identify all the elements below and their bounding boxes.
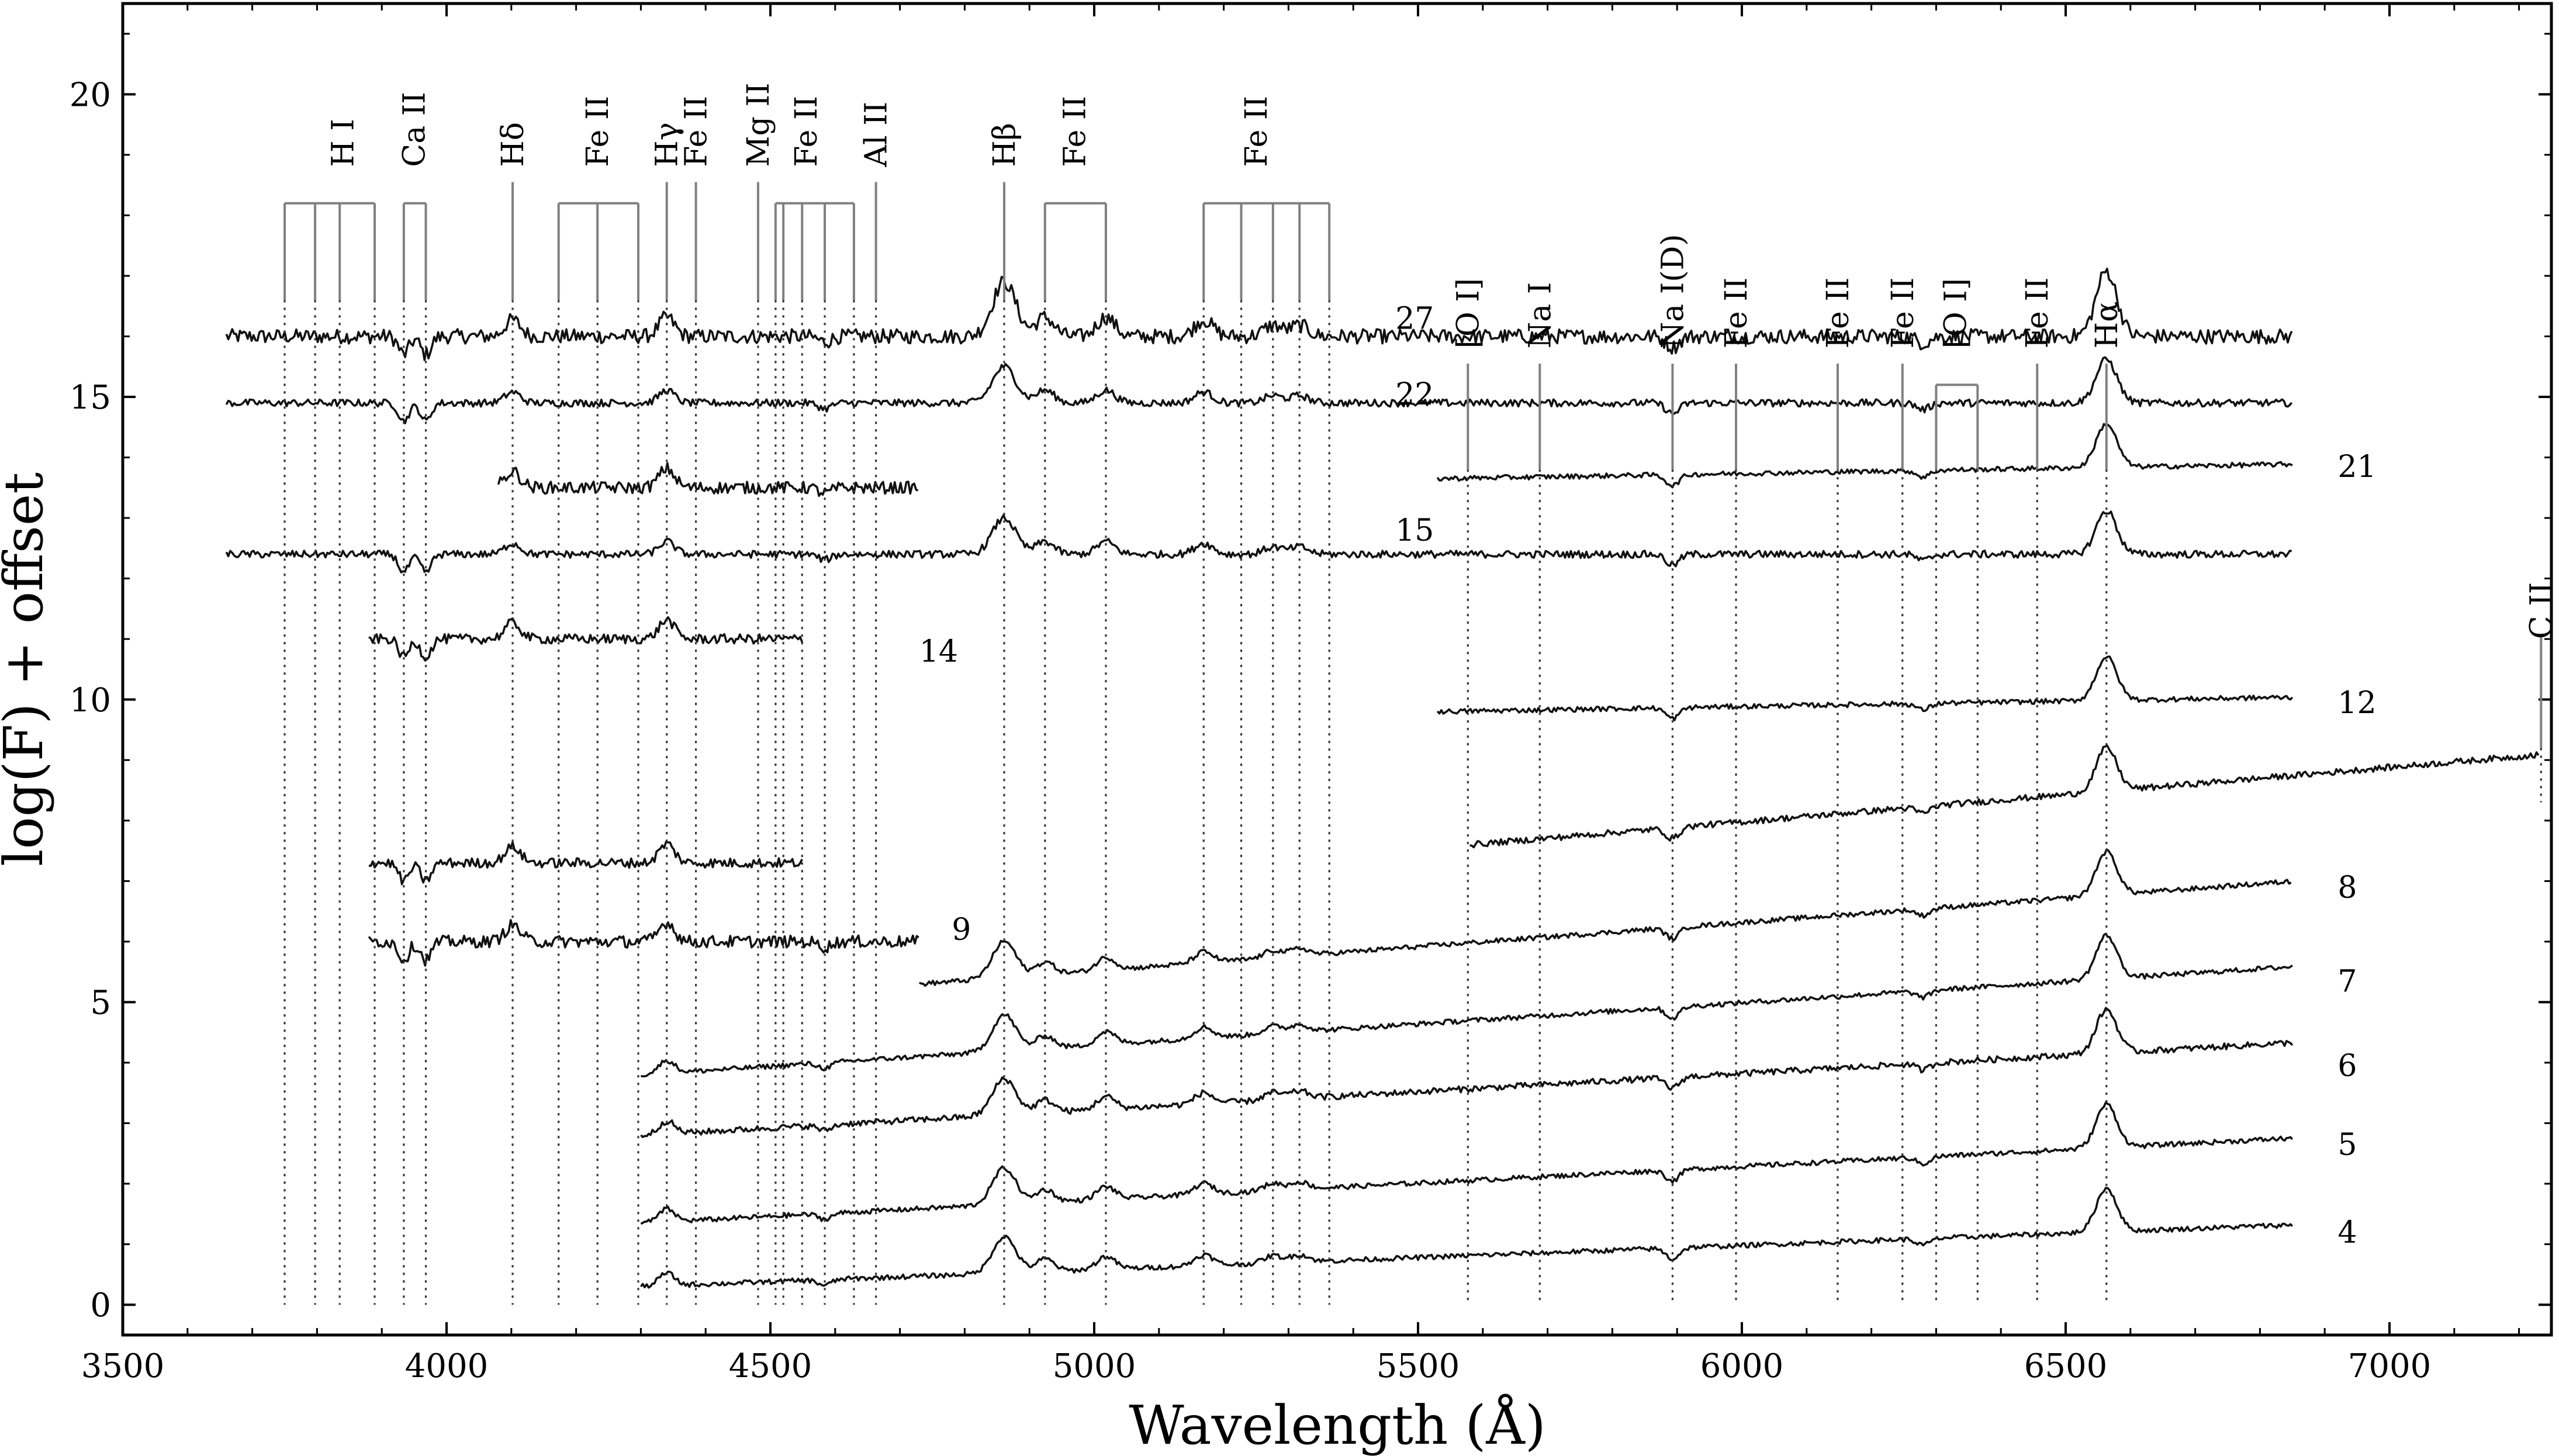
spectrum-4 bbox=[639, 1187, 2294, 1289]
right-line-label-0: C II bbox=[2524, 582, 2559, 639]
top-line-label-8: Al II bbox=[859, 102, 894, 168]
spectrum-label-14: 14 bbox=[919, 634, 958, 669]
spectrum-label-7: 7 bbox=[2337, 964, 2357, 999]
top-line-label-4: Hγ bbox=[650, 122, 685, 167]
spectrum-14 bbox=[368, 616, 803, 662]
top-line-label-10: Fe II bbox=[1058, 96, 1093, 167]
mid-line-label-7: Fe II bbox=[2020, 278, 2055, 349]
top-line-label-1: Ca II bbox=[397, 92, 433, 167]
axis-tick-labels: 3500 4000 4500 5000 5500 6000 6500 7000 0 5 10 15 20 bbox=[70, 76, 2432, 1385]
spectrum-15 bbox=[225, 510, 2292, 573]
y-axis-label: log(F) + offset bbox=[0, 472, 55, 866]
x-axis-label: Wavelength (Å) bbox=[1129, 1393, 1546, 1456]
y-tick-label-20: 20 bbox=[70, 76, 111, 114]
mid-line-label-1: Na I bbox=[1523, 282, 1558, 349]
top-line-label-9: Hβ bbox=[987, 123, 1022, 167]
spectrum-labels: 27221514921121087654 bbox=[919, 301, 2377, 1250]
spectrum-22 bbox=[225, 356, 2293, 424]
spectrum-9 bbox=[368, 919, 919, 967]
spectrum-8 bbox=[919, 848, 2292, 987]
y-tick-label-15: 15 bbox=[70, 379, 111, 417]
x-tick-label-5000: 5000 bbox=[1053, 1347, 1136, 1385]
x-tick-label-7000: 7000 bbox=[2348, 1347, 2432, 1385]
mid-line-label-2: Na I(D) bbox=[1655, 234, 1690, 348]
top-line-label-6: Mg II bbox=[741, 82, 776, 167]
axis-ticks bbox=[122, 4, 2551, 1335]
mid-line-label-5: Fe II bbox=[1886, 278, 1921, 349]
mid-line-label-6: [O I] bbox=[1939, 278, 1974, 348]
spectrum-label-15: 15 bbox=[1395, 513, 1434, 548]
spectrum-label-21: 21 bbox=[2337, 449, 2376, 485]
spectrum-label-22: 22 bbox=[1395, 377, 1434, 412]
spectrum-12 bbox=[1436, 655, 2294, 721]
top-line-label-2: Hδ bbox=[496, 122, 531, 167]
mid-line-label-3: Fe II bbox=[1719, 278, 1754, 349]
mid-line-label-0: [O I] bbox=[1451, 278, 1486, 348]
spectra-series bbox=[225, 268, 2540, 1289]
top-line-label-11: Fe II bbox=[1239, 96, 1274, 167]
spectrum-label-9: 9 bbox=[952, 912, 971, 947]
spectrum-21 bbox=[1436, 423, 2293, 489]
x-tick-label-4500: 4500 bbox=[729, 1347, 812, 1385]
line-id-markers bbox=[283, 182, 2543, 1305]
x-tick-label-6000: 6000 bbox=[1700, 1347, 1784, 1385]
spectrum-label-12: 12 bbox=[2337, 686, 2376, 721]
y-tick-label-5: 5 bbox=[90, 984, 111, 1022]
spectrum-unnamed-5 bbox=[368, 841, 803, 886]
mid-line-label-4: Fe II bbox=[1821, 278, 1856, 349]
spectrum-10 bbox=[1469, 744, 2540, 849]
spectrum-label-8: 8 bbox=[2337, 870, 2357, 905]
top-line-label-0: H I bbox=[326, 119, 361, 167]
x-tick-label-6500: 6500 bbox=[2024, 1347, 2108, 1385]
spectrum-label-6: 6 bbox=[2337, 1049, 2357, 1084]
top-line-label-3: Fe II bbox=[580, 96, 615, 167]
top-line-label-5: Fe II bbox=[679, 96, 714, 167]
spectrum-27 bbox=[225, 268, 2293, 361]
x-tick-label-3500: 3500 bbox=[81, 1347, 165, 1385]
x-tick-label-5500: 5500 bbox=[1377, 1347, 1460, 1385]
y-tick-label-10: 10 bbox=[70, 682, 111, 720]
spectrum-5 bbox=[640, 1101, 2294, 1225]
top-line-label-7: Fe II bbox=[789, 96, 824, 167]
x-tick-label-4000: 4000 bbox=[405, 1347, 489, 1385]
y-tick-label-0: 0 bbox=[90, 1286, 111, 1324]
plot-frame bbox=[121, 2, 2553, 1337]
spectrum-6 bbox=[640, 1007, 2294, 1139]
spectrum-label-4: 4 bbox=[2337, 1215, 2357, 1250]
mid-line-label-8: Hα bbox=[2090, 302, 2125, 348]
spectrum-label-27: 27 bbox=[1395, 301, 1434, 336]
spectrum-label-5: 5 bbox=[2337, 1128, 2357, 1163]
spectrum-unnamed-2 bbox=[497, 462, 919, 497]
spectrum-7 bbox=[641, 932, 2293, 1078]
